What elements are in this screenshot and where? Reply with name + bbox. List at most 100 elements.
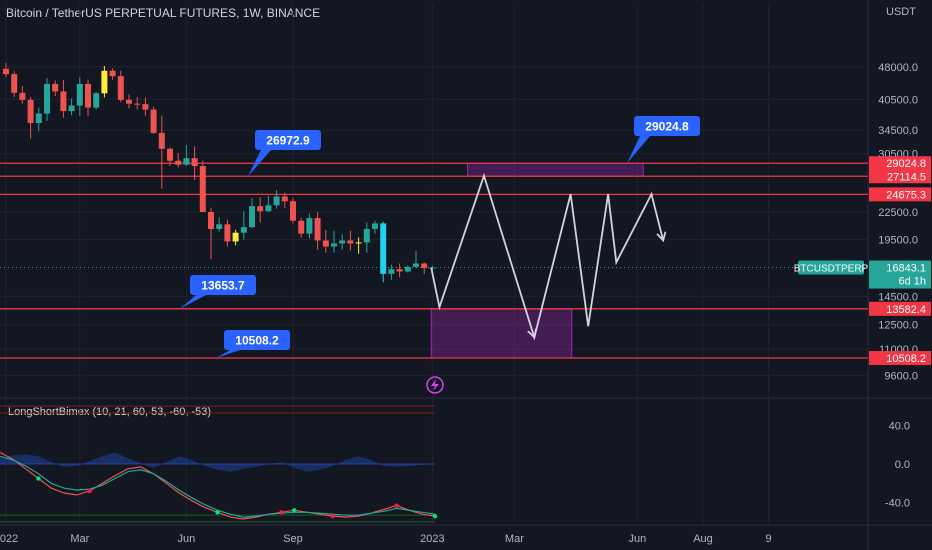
callout-label: 29024.8 xyxy=(645,120,689,134)
price-tick-label: 14500.0 xyxy=(878,291,918,303)
candle-body xyxy=(232,232,239,242)
candle-body xyxy=(199,166,206,213)
callout-pointer xyxy=(627,136,650,164)
level-price-label: 27114.5 xyxy=(887,171,926,183)
candle-body xyxy=(265,205,272,212)
callout-box xyxy=(255,130,321,150)
candle-body xyxy=(240,227,247,233)
candle-body xyxy=(109,70,116,77)
level-price-tag xyxy=(869,156,931,171)
lightning-icon-ring xyxy=(426,376,444,394)
callout-box xyxy=(224,330,290,350)
candle-body xyxy=(331,243,337,247)
time-axis: 2022 Mar Jun Sep 2023 Mar Jun Aug 9 xyxy=(0,533,772,545)
price-callout: 26972.9 xyxy=(248,130,321,177)
target-zone-2 xyxy=(430,308,573,359)
time-tick-label: Jun xyxy=(629,533,647,545)
candle-body xyxy=(421,263,428,269)
level-price-label: 10508.2 xyxy=(886,353,926,365)
callout-pointer xyxy=(180,295,206,309)
callout-label: 13653.7 xyxy=(201,279,245,293)
candle-body xyxy=(167,148,173,161)
candle-body xyxy=(191,158,198,167)
indicator-title: LongShortBimex (10, 21, 60, 53, -60, -53… xyxy=(8,406,212,418)
candle-body xyxy=(35,113,42,123)
callout-box xyxy=(634,116,700,136)
candle-body xyxy=(388,269,395,274)
candle-body xyxy=(183,158,190,165)
time-tick-label: 9 xyxy=(766,533,772,545)
candle-body xyxy=(68,105,75,112)
candle-body xyxy=(396,269,403,272)
price-tick-label: 12500.0 xyxy=(878,320,918,332)
price-callout: 29024.8 xyxy=(627,116,700,164)
current-price-tag xyxy=(869,260,931,289)
osc-signal-dot xyxy=(330,513,335,519)
candle-body xyxy=(11,74,18,93)
osc-signal-dot xyxy=(292,508,297,513)
candle-body xyxy=(134,103,141,105)
candle-body xyxy=(158,132,165,149)
candle-body xyxy=(363,228,370,243)
candle-body xyxy=(44,83,50,114)
price-tick-label: 9600.0 xyxy=(884,370,918,382)
candle-body xyxy=(19,92,26,100)
candle-body xyxy=(281,196,288,202)
callout-label: 10508.2 xyxy=(235,334,279,348)
price-tick-label: 22500.0 xyxy=(878,207,918,219)
candle-body xyxy=(101,70,108,94)
candle-body xyxy=(322,240,329,247)
candle-body xyxy=(314,218,321,241)
callout-box xyxy=(190,275,256,295)
current-price-value: 16843.1 xyxy=(886,263,926,275)
level-price-label: 29024.8 xyxy=(886,158,926,170)
grid xyxy=(0,4,868,524)
candle-body xyxy=(150,109,157,133)
price-tick-label: 48000.0 xyxy=(878,62,918,74)
callout-pointer xyxy=(248,150,271,177)
callout-label: 26972.9 xyxy=(266,134,310,148)
candle-body xyxy=(76,83,83,106)
candle-body xyxy=(224,224,231,242)
level-price-tag xyxy=(869,169,931,184)
projection-arrowhead xyxy=(527,328,537,340)
candle-body xyxy=(175,160,182,165)
candle-body xyxy=(208,212,214,229)
lightning-icon xyxy=(426,376,444,394)
level-price-tag xyxy=(869,187,931,202)
osc-signal-dot xyxy=(36,476,41,481)
candle-body xyxy=(142,104,149,110)
osc-signal-dot xyxy=(215,510,220,515)
candle-body xyxy=(85,83,91,108)
osc-histogram-area xyxy=(0,452,435,472)
candle-body xyxy=(298,220,305,234)
time-tick-label: Mar xyxy=(70,533,89,545)
time-tick-label: Sep xyxy=(283,533,303,545)
price-callout: 10508.2 xyxy=(216,330,290,358)
osc-signal-dot xyxy=(279,510,284,515)
candle-body xyxy=(380,223,387,274)
candle-body xyxy=(306,218,313,234)
candle-body xyxy=(404,266,411,272)
candle-body xyxy=(27,99,34,123)
candle-body xyxy=(273,196,280,206)
candle-body xyxy=(347,240,354,244)
chart-title: Bitcoin / TetherUS PERPETUAL FUTURES, 1W… xyxy=(6,6,321,20)
candle-body xyxy=(290,201,296,221)
projection-arrowhead xyxy=(656,231,667,243)
candle-body xyxy=(249,206,255,228)
target-zone-1 xyxy=(467,162,644,177)
price-tick-label: 19500.0 xyxy=(878,234,918,246)
time-tick-label: Jun xyxy=(178,533,196,545)
time-tick-label: Aug xyxy=(693,533,713,545)
callout-pointer xyxy=(216,350,240,358)
candle-body xyxy=(339,240,346,244)
level-price-tag xyxy=(869,301,931,316)
price-axis: 48000.040500.034500.030500.022500.019500… xyxy=(794,62,931,382)
price-tick-label: 34500.0 xyxy=(878,125,918,137)
price-axis-unit: USDT xyxy=(886,6,916,18)
time-tick-label: 2022 xyxy=(0,533,18,545)
symbol-label: BTCUSDTPERP xyxy=(794,264,869,275)
candle-body xyxy=(3,68,9,75)
